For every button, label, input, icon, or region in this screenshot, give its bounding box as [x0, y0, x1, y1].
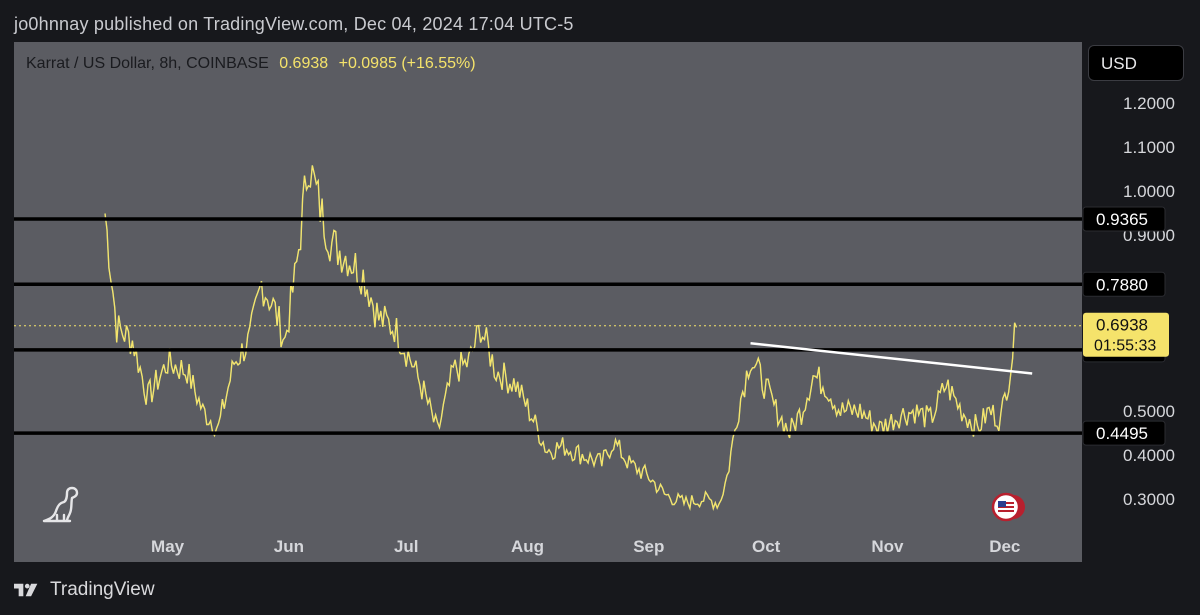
us-flag-icon[interactable]	[989, 492, 1027, 522]
level-label-box	[1082, 271, 1166, 297]
currency-button[interactable]: USD	[1088, 45, 1184, 81]
y-tick-label: 0.4000	[1123, 446, 1175, 465]
level-label-box	[1082, 206, 1166, 232]
x-tick-label: May	[151, 537, 185, 556]
legend-last-price: 0.6938	[279, 55, 329, 72]
y-tick-label: 1.0000	[1123, 182, 1175, 201]
x-tick-label: Oct	[752, 537, 781, 556]
level-label: 0.4495	[1096, 424, 1148, 443]
x-tick-label: Nov	[871, 537, 904, 556]
legend-change: +0.0985 (+16.55%)	[338, 55, 476, 72]
current-price-box	[1083, 312, 1169, 357]
y-tick-label: 0.5000	[1123, 402, 1175, 421]
x-tick-label: Jun	[274, 537, 304, 556]
dinosaur-icon[interactable]	[40, 485, 84, 525]
tradingview-logo-icon	[14, 583, 38, 597]
price-series-shadow	[104, 165, 1018, 511]
price-series-line	[104, 165, 1018, 512]
current-price-label: 0.6938	[1096, 316, 1148, 335]
y-tick-label: 1.1000	[1123, 138, 1175, 157]
level-label: 0.9365	[1096, 210, 1148, 229]
symbol-legend: Karrat / US Dollar, 8h, COINBASE 0.6938 …	[26, 55, 476, 73]
symbol-name: Karrat / US Dollar, 8h, COINBASE	[26, 55, 269, 72]
chart-panel[interactable]	[14, 42, 1082, 562]
x-tick-label: Jul	[394, 537, 419, 556]
y-tick-label: 1.2000	[1123, 94, 1175, 113]
x-tick-label: Aug	[511, 537, 544, 556]
level-label-box	[1082, 420, 1166, 446]
price-axis[interactable]	[1082, 42, 1200, 562]
footer-brand-label: TradingView	[50, 579, 155, 600]
footer-brand[interactable]: TradingView	[14, 576, 155, 604]
published-header: jo0hnnay published on TradingView.com, D…	[14, 14, 574, 34]
y-tick-label: 0.3000	[1123, 490, 1175, 509]
level-label: 0.7880	[1096, 275, 1148, 294]
x-tick-label: Sep	[633, 537, 664, 556]
trendline	[750, 342, 1033, 375]
countdown-label: 01:55:33	[1094, 338, 1156, 355]
x-tick-label: Dec	[989, 537, 1020, 556]
